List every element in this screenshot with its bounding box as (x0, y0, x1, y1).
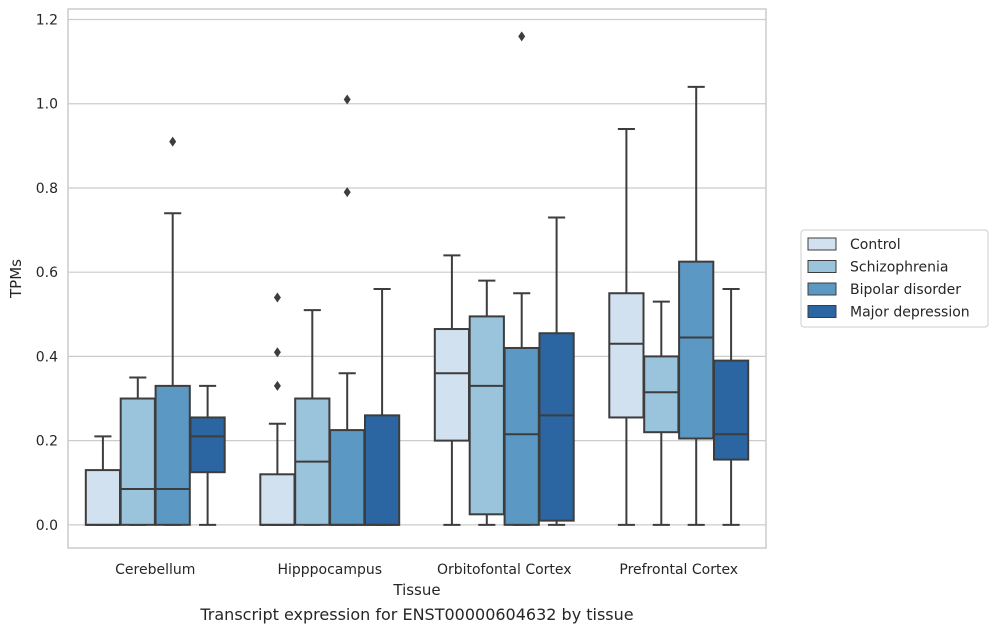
box (643, 355, 680, 434)
box (503, 346, 540, 526)
box (329, 429, 366, 526)
box (433, 328, 471, 442)
legend-swatch (807, 237, 837, 251)
box (678, 260, 715, 440)
box-group (294, 309, 331, 526)
y-tick-label: 0.8 (36, 181, 58, 197)
box-group (538, 216, 575, 526)
outlier-point (273, 347, 281, 358)
legend-label: Control (850, 237, 901, 253)
legend-label: Major depression (850, 305, 970, 321)
box-group (712, 288, 750, 526)
y-tick-label: 1.0 (36, 97, 58, 113)
box (84, 469, 122, 526)
outlier-point (343, 94, 351, 105)
y-tick-label: 1.2 (36, 13, 58, 29)
box (119, 397, 156, 526)
x-tick-label: Prefrontal Cortex (619, 562, 738, 578)
x-tick-label: Orbitofontal Cortex (437, 562, 572, 578)
outlier-point (518, 31, 526, 42)
box (712, 359, 750, 461)
box-group (433, 254, 471, 526)
box-group (119, 376, 156, 526)
box-group (329, 94, 366, 526)
box (154, 384, 191, 526)
plot-frame (67, 8, 767, 549)
box-group (678, 85, 715, 526)
legend-swatch (807, 282, 837, 296)
box (189, 416, 226, 474)
box (538, 332, 575, 522)
y-tick-label: 0.2 (36, 434, 58, 450)
legend-label: Bipolar disorder (850, 282, 961, 298)
outlier-point (343, 187, 351, 198)
box (363, 414, 401, 526)
legend: Control Schizophrenia Bipolar disorder Majo… (800, 229, 989, 328)
box (259, 473, 296, 526)
box-group (503, 31, 540, 526)
box-group (468, 279, 505, 526)
outlier-point (169, 136, 177, 147)
legend-frame (800, 229, 989, 328)
box-group (189, 384, 226, 526)
y-tick-label: 0.4 (36, 349, 58, 365)
x-tick-label: Cerebellum (115, 562, 195, 578)
box-group (84, 435, 122, 526)
box-group (608, 128, 645, 526)
legend-swatch (807, 260, 837, 273)
box-group (643, 300, 680, 526)
box-group (363, 288, 401, 526)
box-group (154, 136, 191, 526)
legend-label: Schizophrenia (850, 260, 948, 276)
x-axis-label: Tissue (392, 581, 440, 599)
box (468, 315, 505, 516)
box (608, 292, 645, 419)
chart-caption: Transcript expression for ENST0000060463… (200, 605, 634, 624)
outlier-point (273, 292, 281, 303)
box-group (259, 292, 296, 526)
y-axis-label: TPMs (7, 259, 25, 299)
legend-swatch (807, 305, 837, 318)
y-tick-label: 0.6 (36, 265, 58, 281)
y-tick-label: 0.0 (36, 518, 58, 534)
outlier-point (273, 380, 281, 391)
x-tick-label: Hipppocampus (277, 562, 382, 578)
